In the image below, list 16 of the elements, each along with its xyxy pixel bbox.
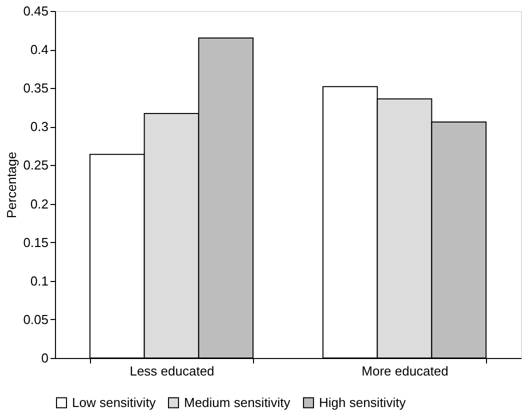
y-tick-label: 0.15 <box>23 234 48 250</box>
y-tick-label: 0.35 <box>23 80 48 96</box>
y-tick-label: 0.3 <box>30 119 48 134</box>
y-tick-label: 0.2 <box>30 196 48 212</box>
y-tick-label: 0.4 <box>30 42 48 58</box>
y-tick-label: 0.45 <box>23 4 48 18</box>
legend-label: Medium sensitivity <box>184 394 291 410</box>
legend-label: Low sensitivity <box>72 394 156 410</box>
y-tick-label: 0.1 <box>30 273 48 288</box>
y-axis-title: Percentage <box>4 152 20 218</box>
legend-label: High sensitivity <box>319 394 406 410</box>
y-tick-label: 0.05 <box>23 312 48 327</box>
y-tick-label: 0 <box>41 350 48 366</box>
x-tick-label: More educated <box>362 364 448 378</box>
x-tick-label: Less educated <box>130 364 214 378</box>
y-tick-label: 0.25 <box>23 158 48 173</box>
